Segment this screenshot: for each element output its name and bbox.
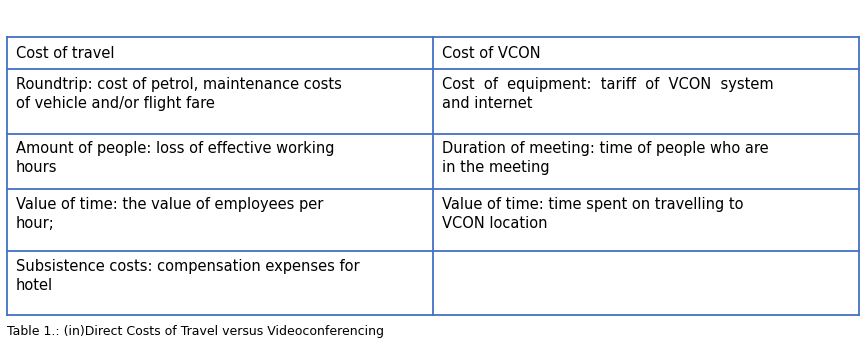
Text: Table 1.: (in)Direct Costs of Travel versus Videoconferencing: Table 1.: (in)Direct Costs of Travel ver… xyxy=(7,325,384,338)
Text: Cost  of  equipment:  tariff  of  VCON  system
and internet: Cost of equipment: tariff of VCON system… xyxy=(442,77,773,111)
Text: Roundtrip: cost of petrol, maintenance costs
of vehicle and/or flight fare: Roundtrip: cost of petrol, maintenance c… xyxy=(16,77,341,111)
Text: Value of time: time spent on travelling to
VCON location: Value of time: time spent on travelling … xyxy=(442,197,743,231)
Text: Amount of people: loss of effective working
hours: Amount of people: loss of effective work… xyxy=(16,141,334,175)
Text: Subsistence costs: compensation expenses for
hotel: Subsistence costs: compensation expenses… xyxy=(16,259,359,293)
Text: Value of time: the value of employees per
hour;: Value of time: the value of employees pe… xyxy=(16,197,323,231)
Bar xyxy=(7,37,859,315)
Text: Cost of travel: Cost of travel xyxy=(16,46,114,61)
Text: Cost of VCON: Cost of VCON xyxy=(442,46,540,61)
Text: Duration of meeting: time of people who are
in the meeting: Duration of meeting: time of people who … xyxy=(442,141,768,175)
